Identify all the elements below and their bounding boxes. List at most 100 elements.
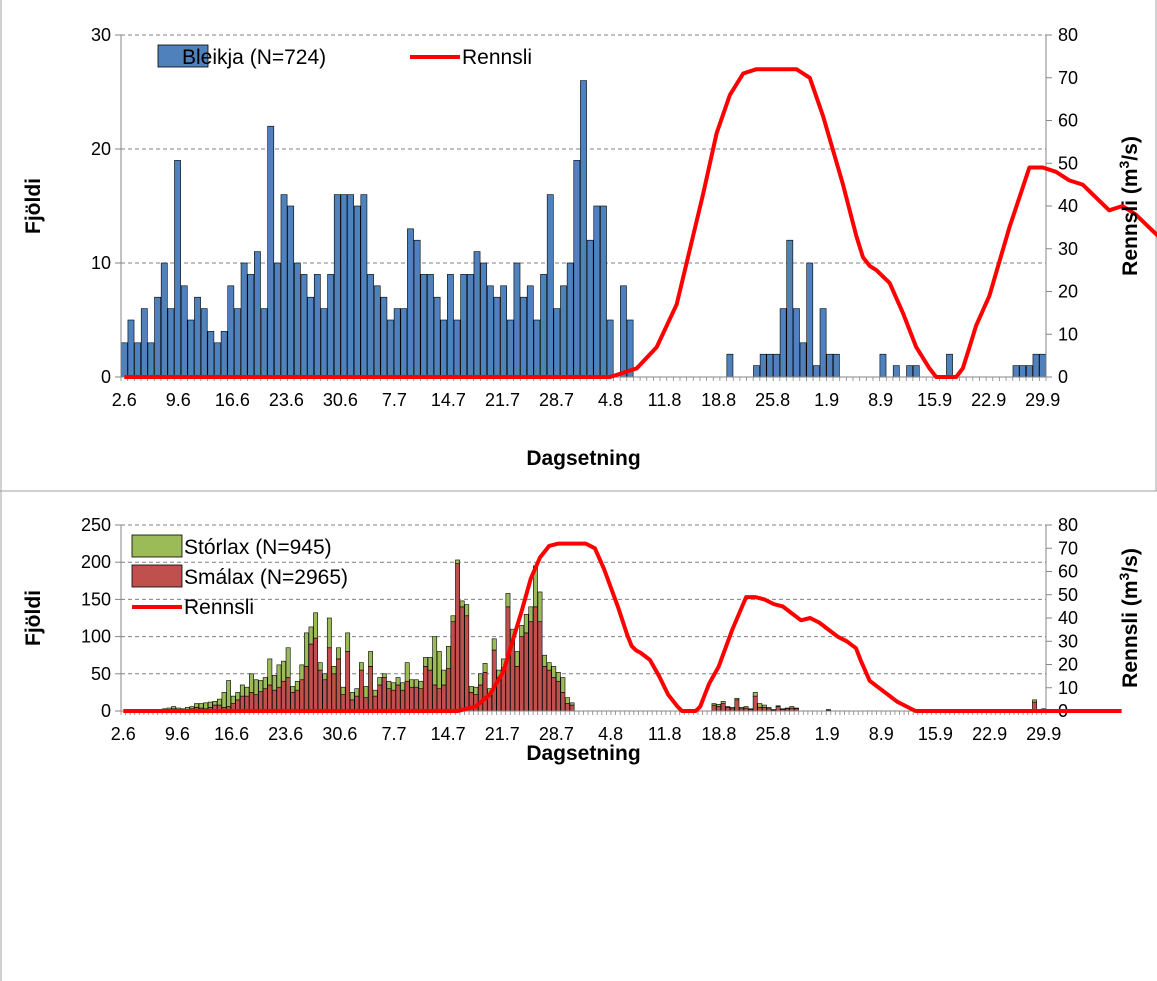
bar-bleikja <box>493 296 501 378</box>
bar-smálax <box>427 669 433 712</box>
bar-smálax <box>336 658 341 712</box>
bar-stórlax <box>290 686 296 693</box>
bar-smálax <box>413 686 419 712</box>
bar-stórlax <box>326 617 332 649</box>
legend-label-storlax: Stórlax (N=945) <box>184 536 332 559</box>
y2-tick-label: 80 <box>1058 515 1078 535</box>
bar-stórlax <box>235 692 241 701</box>
bar-bleikja <box>367 274 374 378</box>
bar-smálax <box>239 695 245 712</box>
bar-bleikja <box>526 285 534 378</box>
y2-tick-label: 30 <box>1058 239 1078 259</box>
bar-smálax <box>720 703 726 712</box>
bar-stórlax <box>354 688 360 697</box>
bar-smálax <box>290 692 296 712</box>
bar-bleikja <box>912 365 920 378</box>
x-tick-label: 9.6 <box>166 390 191 410</box>
bar-bleikja <box>500 285 507 378</box>
bar-bleikja <box>806 262 814 378</box>
bar-bleikja <box>533 319 541 378</box>
bar-smálax <box>459 606 465 712</box>
bar-smálax <box>363 697 369 712</box>
legend-label-rennsli: Rennsli <box>184 596 254 619</box>
bar-stórlax <box>226 680 232 707</box>
bar-stórlax <box>381 673 387 678</box>
y2-tick-label: 40 <box>1058 608 1078 628</box>
bar-stórlax <box>217 698 222 706</box>
bar-bleikja <box>560 285 567 378</box>
bar-bleikja <box>593 205 601 378</box>
bar-stórlax <box>249 673 254 693</box>
bar-stórlax <box>203 702 209 710</box>
bar-stórlax <box>391 682 396 691</box>
bar-stórlax <box>739 706 744 710</box>
bar-bleikja <box>393 308 401 378</box>
bar-bleikja <box>799 342 807 378</box>
bar-bleikja <box>220 331 228 378</box>
bar-bleikja <box>566 262 574 378</box>
bar-bleikja <box>440 319 448 378</box>
bar-stórlax <box>377 677 383 686</box>
y2-tick-label: 50 <box>1058 585 1078 605</box>
x-tick-label: 28.7 <box>539 390 574 410</box>
bar-smálax <box>267 684 273 712</box>
bar-bleikja <box>573 160 581 378</box>
y-tick-label: 10 <box>91 253 111 273</box>
bar-stórlax <box>505 593 511 608</box>
bar-stórlax <box>244 686 250 697</box>
bar-stórlax <box>711 703 717 706</box>
bar-stórlax <box>720 701 726 704</box>
bar-bleikja <box>546 194 554 378</box>
y-tick-label: 50 <box>91 664 111 684</box>
bar-smálax <box>546 669 552 712</box>
bar-bleikja <box>473 251 481 378</box>
bar-bleikja <box>267 125 275 378</box>
bar-bleikja <box>486 285 494 378</box>
x-tick-label: 4.8 <box>598 390 623 410</box>
bar-bleikja <box>347 194 354 378</box>
x-tick-label: 25.8 <box>755 390 790 410</box>
y2-tick-label: 40 <box>1058 196 1078 216</box>
bar-bleikja <box>293 262 301 378</box>
bar-bleikja <box>433 296 441 378</box>
bar-bleikja <box>147 342 155 378</box>
bar-bleikja <box>453 319 461 378</box>
bar-bleikja <box>946 353 953 378</box>
bar-stórlax <box>551 666 557 678</box>
x-tick-label: 18.8 <box>701 724 736 744</box>
bar-stórlax <box>542 654 547 667</box>
bar-stórlax <box>198 703 204 709</box>
bar-bleikja <box>160 262 168 378</box>
bar-bleikja <box>127 319 135 378</box>
bar-bleikja <box>134 342 142 378</box>
bar-smálax <box>271 689 277 712</box>
bar-bleikja <box>1012 365 1020 378</box>
bar-bleikja <box>207 331 215 378</box>
bar-smálax <box>409 686 415 712</box>
bar-bleikja <box>240 262 248 378</box>
legend-swatch-smalax <box>131 564 183 588</box>
bar-smálax <box>294 689 300 712</box>
bar-smálax <box>418 688 424 712</box>
bar-bleikja <box>407 228 414 378</box>
bar-smálax <box>569 704 575 712</box>
bar-smálax <box>514 666 520 712</box>
bar-bleikja <box>227 285 235 378</box>
y2-tick-label: 0 <box>1058 367 1068 387</box>
bar-stórlax <box>752 692 758 697</box>
bar-smálax <box>285 677 291 712</box>
bar-bleikja <box>274 262 281 378</box>
x-tick-label: 1.9 <box>814 390 839 410</box>
bar-smálax <box>258 691 264 712</box>
bar-bleikja <box>254 251 261 378</box>
bar-bleikja <box>447 274 454 378</box>
x-tick-label: 23.6 <box>269 390 304 410</box>
bar-smálax <box>244 695 250 712</box>
bar-smálax <box>752 695 758 712</box>
bar-stórlax <box>368 651 373 667</box>
bar-bleikja <box>247 274 255 378</box>
bar-smálax <box>555 680 561 712</box>
bar-bleikja <box>553 308 561 378</box>
